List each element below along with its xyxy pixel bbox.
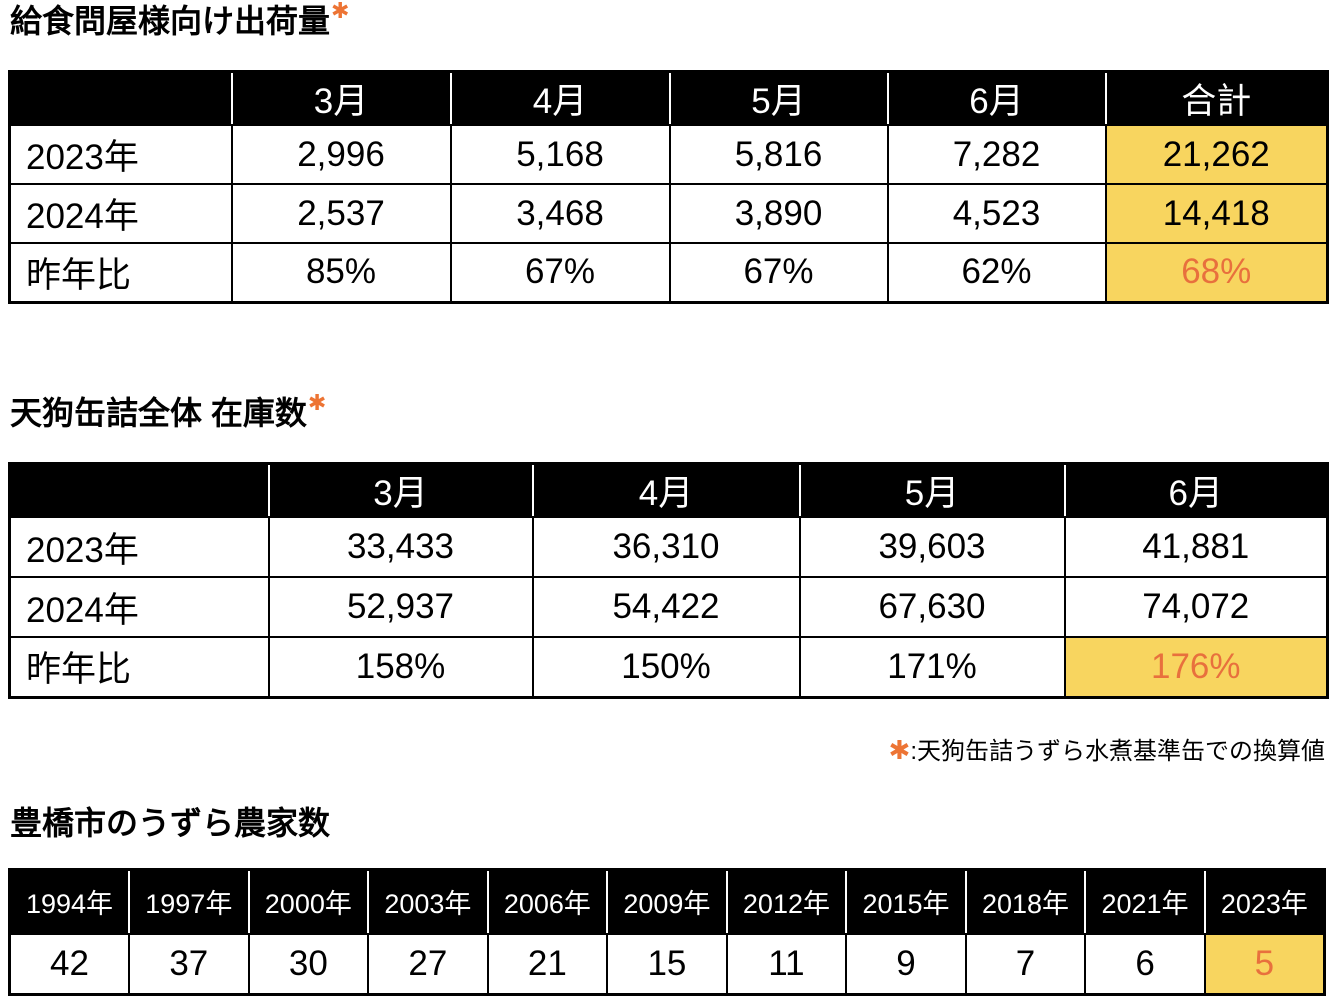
- month-header-may: 5月: [668, 70, 889, 126]
- data-cell: 7,282: [886, 124, 1107, 185]
- table-row-2023: 2023年 33,433 36,310 39,603 41,881: [8, 516, 1329, 578]
- shipment-header-row: 3月 4月 5月 6月 合計: [8, 70, 1329, 126]
- total-cell: 14,418: [1104, 183, 1329, 244]
- total-cell-highlight: 68%: [1104, 242, 1329, 303]
- data-cell: 37: [128, 932, 250, 996]
- shipment-table-title-text: 給食問屋様向け出荷量: [10, 3, 331, 39]
- year-header: 2003年: [367, 868, 489, 935]
- total-cell: 21,262: [1104, 124, 1329, 185]
- shipment-table: 3月 4月 5月 6月 合計 2023年 2,996 5,168 5,816 7…: [8, 70, 1329, 304]
- row-label: 昨年比: [8, 636, 270, 698]
- data-cell: 21: [486, 932, 609, 996]
- year-header: 2015年: [845, 868, 967, 935]
- data-cell: 42: [8, 932, 131, 996]
- data-cell: 67,630: [798, 576, 1066, 638]
- month-header-apr: 4月: [531, 462, 801, 518]
- table-row-yoy: 昨年比 158% 150% 171% 176%: [8, 636, 1329, 698]
- data-cell: 6: [1084, 932, 1206, 996]
- table-row-2024: 2024年 2,537 3,468 3,890 4,523 14,418: [8, 183, 1329, 244]
- row-label: 2023年: [8, 124, 233, 185]
- row-label: 昨年比: [8, 242, 233, 303]
- inventory-table-title: 天狗缶詰全体 在庫数✱: [10, 390, 326, 431]
- data-cell: 54,422: [531, 576, 801, 638]
- month-header-may: 5月: [798, 462, 1066, 518]
- corner-header-cell: [8, 462, 270, 518]
- farmers-table-title-text: 豊橋市のうずら農家数: [10, 805, 331, 841]
- data-cell: 2,537: [230, 183, 452, 244]
- farmers-table: 1994年 1997年 2000年 2003年 2006年 2009年 2012…: [8, 868, 1326, 996]
- highlight-cell: 5: [1203, 932, 1326, 996]
- year-header: 2021年: [1084, 868, 1206, 935]
- month-header-mar: 3月: [267, 462, 534, 518]
- data-cell: 41,881: [1063, 516, 1329, 578]
- data-cell: 3,890: [668, 183, 889, 244]
- data-cell: 74,072: [1063, 576, 1329, 638]
- data-cell: 171%: [798, 636, 1066, 698]
- data-cell: 15: [606, 932, 728, 996]
- footnote-text: :天狗缶詰うずら水煮基準缶での換算値: [910, 738, 1325, 765]
- month-header-jun: 6月: [886, 70, 1107, 126]
- farmers-table-title: 豊橋市のうずら農家数: [10, 805, 331, 841]
- total-header: 合計: [1104, 70, 1329, 126]
- month-header-jun: 6月: [1063, 462, 1329, 518]
- data-cell: 67%: [449, 242, 671, 303]
- asterisk-icon: ✱: [331, 0, 350, 23]
- year-header: 2018年: [964, 868, 1087, 935]
- corner-header-cell: [8, 70, 233, 126]
- data-cell: 5,816: [668, 124, 889, 185]
- inventory-header-row: 3月 4月 5月 6月: [8, 462, 1329, 518]
- data-cell: 27: [367, 932, 489, 996]
- data-cell: 3,468: [449, 183, 671, 244]
- data-cell: 39,603: [798, 516, 1066, 578]
- data-cell: 36,310: [531, 516, 801, 578]
- data-cell: 62%: [886, 242, 1107, 303]
- data-cell: 11: [725, 932, 848, 996]
- data-cell: 150%: [531, 636, 801, 698]
- inventory-table: 3月 4月 5月 6月 2023年 33,433 36,310 39,603 4…: [8, 462, 1329, 699]
- inventory-table-title-text: 天狗缶詰全体 在庫数: [10, 395, 307, 431]
- data-cell: 9: [845, 932, 967, 996]
- farmers-value-row: 42 37 30 27 21 15 11 9 7 6 5: [8, 932, 1326, 996]
- data-cell: 158%: [267, 636, 534, 698]
- data-cell: 5,168: [449, 124, 671, 185]
- conversion-footnote: ✱:天狗缶詰うずら水煮基準缶での換算値: [889, 731, 1325, 766]
- year-header: 2023年: [1203, 868, 1326, 935]
- data-cell: 30: [247, 932, 370, 996]
- data-cell: 4,523: [886, 183, 1107, 244]
- data-cell: 52,937: [267, 576, 534, 638]
- data-cell: 85%: [230, 242, 452, 303]
- year-header: 2009年: [606, 868, 728, 935]
- month-header-apr: 4月: [449, 70, 671, 126]
- row-label: 2023年: [8, 516, 270, 578]
- table-row-2024: 2024年 52,937 54,422 67,630 74,072: [8, 576, 1329, 638]
- year-header: 1994年: [8, 868, 131, 935]
- year-header: 2012年: [725, 868, 848, 935]
- row-label: 2024年: [8, 183, 233, 244]
- year-header: 2006年: [486, 868, 609, 935]
- table-row-2023: 2023年 2,996 5,168 5,816 7,282 21,262: [8, 124, 1329, 185]
- month-header-mar: 3月: [230, 70, 452, 126]
- row-label: 2024年: [8, 576, 270, 638]
- asterisk-icon: ✱: [888, 735, 911, 765]
- data-cell: 2,996: [230, 124, 452, 185]
- data-cell: 67%: [668, 242, 889, 303]
- shipment-table-title: 給食問屋様向け出荷量✱: [10, 0, 349, 39]
- table-row-yoy: 昨年比 85% 67% 67% 62% 68%: [8, 242, 1329, 303]
- year-header: 1997年: [128, 868, 250, 935]
- asterisk-icon: ✱: [307, 390, 327, 415]
- farmers-header-row: 1994年 1997年 2000年 2003年 2006年 2009年 2012…: [8, 868, 1326, 935]
- highlight-cell: 176%: [1063, 636, 1329, 698]
- data-cell: 33,433: [267, 516, 534, 578]
- data-cell: 7: [964, 932, 1087, 996]
- year-header: 2000年: [247, 868, 370, 935]
